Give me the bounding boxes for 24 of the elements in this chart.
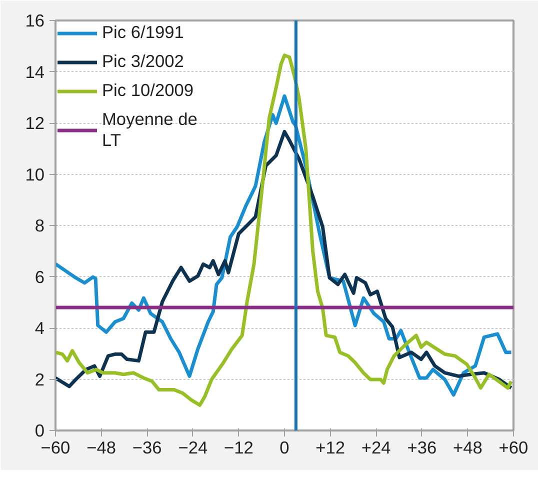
y-tick-label: 8 — [34, 216, 45, 236]
y-tick-label: 2 — [34, 369, 45, 390]
x-tick-label: −24 — [178, 438, 208, 458]
x-tick-label: 0 — [280, 438, 290, 458]
x-tick-label: −48 — [86, 438, 116, 458]
x-tick-label: +24 — [361, 438, 392, 458]
x-tick-label: −60 — [40, 438, 70, 458]
y-tick-label: 12 — [25, 113, 45, 133]
y-tick-label: 4 — [34, 318, 45, 338]
x-tick-label: +36 — [407, 438, 437, 458]
x-tick-label: −12 — [224, 438, 254, 458]
y-tick-label: 0 — [34, 420, 45, 440]
y-tick-label: 10 — [25, 164, 45, 184]
legend-label: Moyenne de LT — [102, 109, 198, 151]
y-tick-label: 16 — [25, 10, 45, 30]
legend-label: Pic 10/2009 — [102, 80, 194, 101]
y-tick-label: 6 — [34, 266, 45, 287]
legend-label: Pic 3/2002 — [102, 51, 184, 72]
x-tick-label: +48 — [453, 438, 482, 458]
x-tick-label: +60 — [498, 438, 528, 458]
legend-label: Pic 6/1991 — [102, 22, 184, 43]
x-tick-label: −36 — [132, 438, 162, 458]
x-tick-label: +12 — [316, 438, 346, 458]
y-tick-label: 14 — [25, 62, 45, 82]
